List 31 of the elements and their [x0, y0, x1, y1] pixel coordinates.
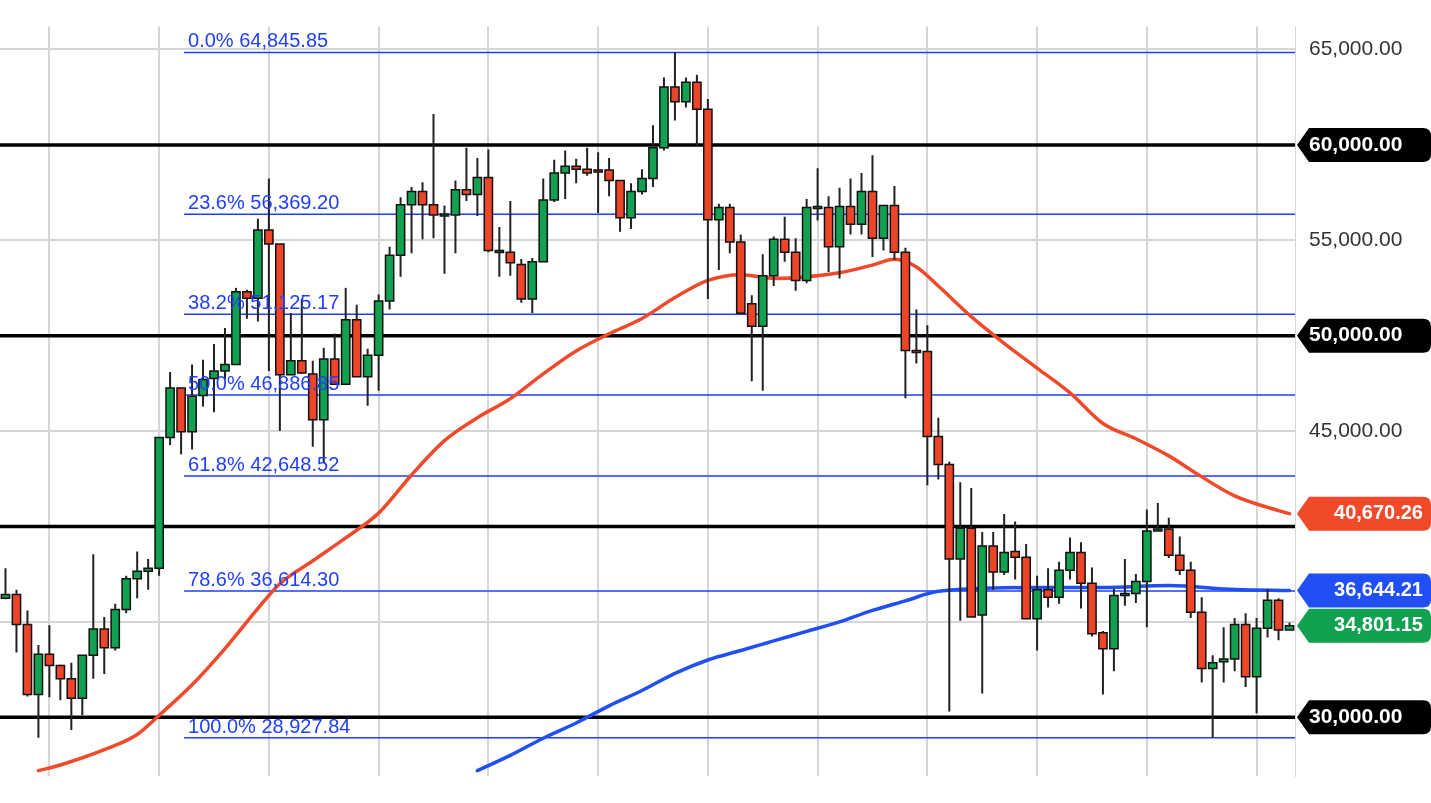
y-tick-label: 30,000.00	[1309, 704, 1403, 728]
candlestick	[1273, 597, 1284, 642]
text: 40,670.26	[1334, 501, 1423, 524]
candlestick	[1251, 616, 1262, 715]
line-series	[475, 583, 1292, 773]
candlestick	[11, 588, 22, 654]
candlestick	[384, 245, 395, 311]
candlestick	[472, 156, 483, 217]
y-tick-label: 45,000.00	[1309, 417, 1403, 441]
ref-line-label: 100.0% 28,927.84	[188, 714, 351, 737]
candlestick	[395, 196, 406, 278]
y-tick-label: 60,000.00	[1309, 131, 1403, 155]
candlestick	[856, 171, 867, 236]
candlestick	[22, 609, 33, 698]
text: 34,801.15	[1334, 613, 1423, 636]
candlestick	[1284, 621, 1295, 631]
candlestick	[450, 179, 461, 255]
candlestick	[834, 186, 845, 280]
candlestick	[1262, 587, 1273, 639]
text: 36,644.21	[1334, 578, 1423, 601]
y-tick-label: 50,000.00	[1309, 322, 1403, 346]
candlestick	[867, 154, 878, 259]
candlestick	[845, 177, 856, 236]
y-tick-label: 65,000.00	[1309, 36, 1403, 60]
ref-line-label: 61.8% 42,648.52	[188, 452, 340, 475]
candlestick	[439, 204, 450, 275]
ref-line-label: 0.0% 64,845.85	[188, 29, 329, 52]
candlestick	[428, 113, 439, 240]
y-tick-label: 55,000.00	[1309, 227, 1403, 251]
candlestick	[878, 204, 889, 252]
candlestick	[33, 644, 44, 739]
